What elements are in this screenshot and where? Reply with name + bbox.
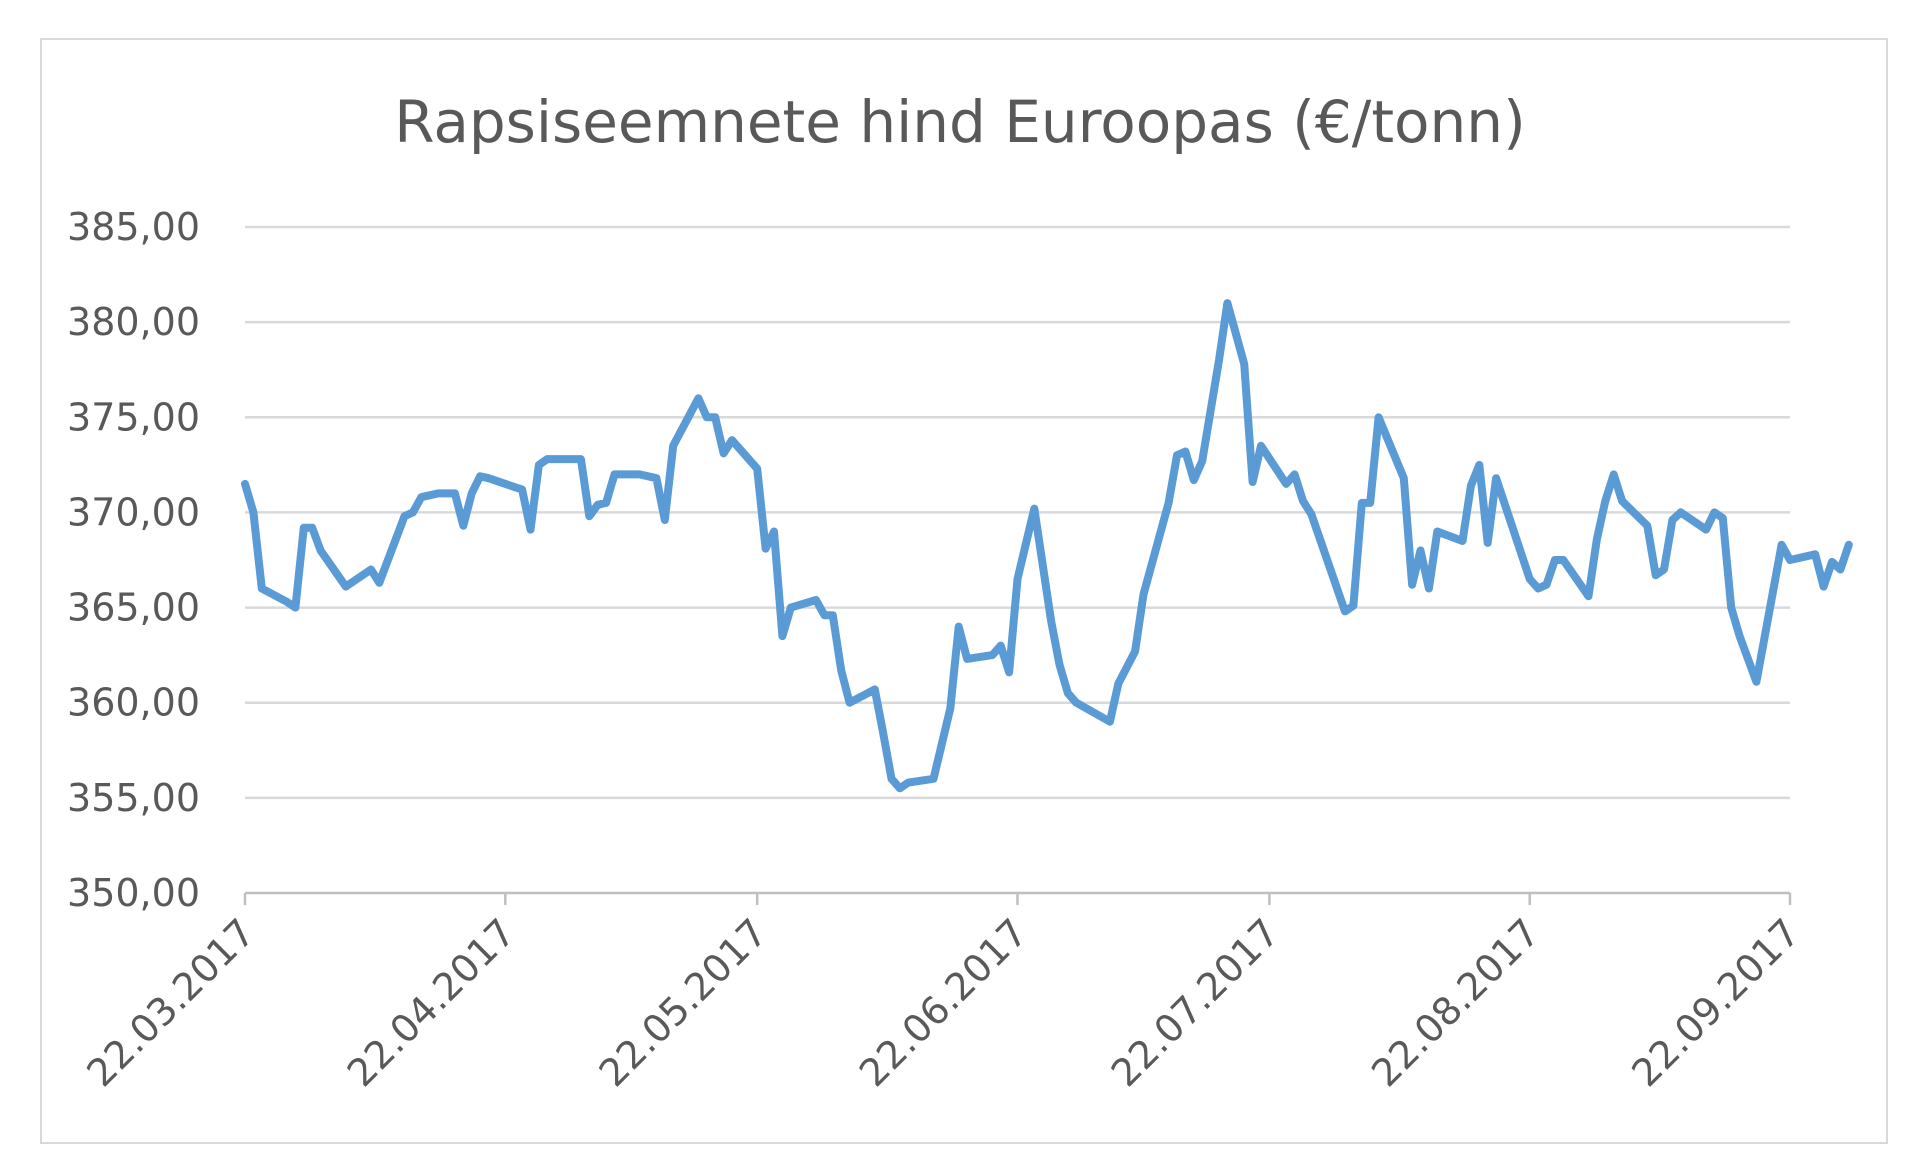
x-tick-label: 22.06.2017 <box>851 910 1036 1095</box>
y-axis-labels: 350,00 355,00 360,00 365,00 370,00 375,00 380,… <box>67 205 200 915</box>
chart-frame <box>40 38 1888 1144</box>
y-tick-label: 360,00 <box>67 681 200 725</box>
y-tick-label: 350,00 <box>67 871 200 915</box>
y-tick-label: 355,00 <box>67 776 200 820</box>
x-tick-label: 22.09.2017 <box>1623 910 1808 1095</box>
chart-title: Rapsiseemnete hind Euroopas (€/tonn) <box>394 88 1526 156</box>
x-tick-label: 22.03.2017 <box>78 910 263 1095</box>
price-line <box>241 299 1853 793</box>
y-tick-label: 370,00 <box>67 490 200 534</box>
series-layer <box>241 299 1853 793</box>
x-tick-label: 22.07.2017 <box>1103 910 1288 1095</box>
y-tick-label: 375,00 <box>67 395 200 439</box>
x-tick-label: 22.08.2017 <box>1363 910 1548 1095</box>
y-tick-label: 385,00 <box>67 205 200 249</box>
y-tick-label: 365,00 <box>67 586 200 630</box>
x-tick-label: 22.04.2017 <box>339 910 524 1095</box>
x-axis <box>243 891 1792 905</box>
x-tick-label: 22.05.2017 <box>591 910 776 1095</box>
y-tick-label: 380,00 <box>67 300 200 344</box>
gridlines <box>245 225 1790 800</box>
x-axis-labels: 22.03.2017 22.04.2017 22.05.2017 22.06.2017… <box>78 910 1808 1095</box>
